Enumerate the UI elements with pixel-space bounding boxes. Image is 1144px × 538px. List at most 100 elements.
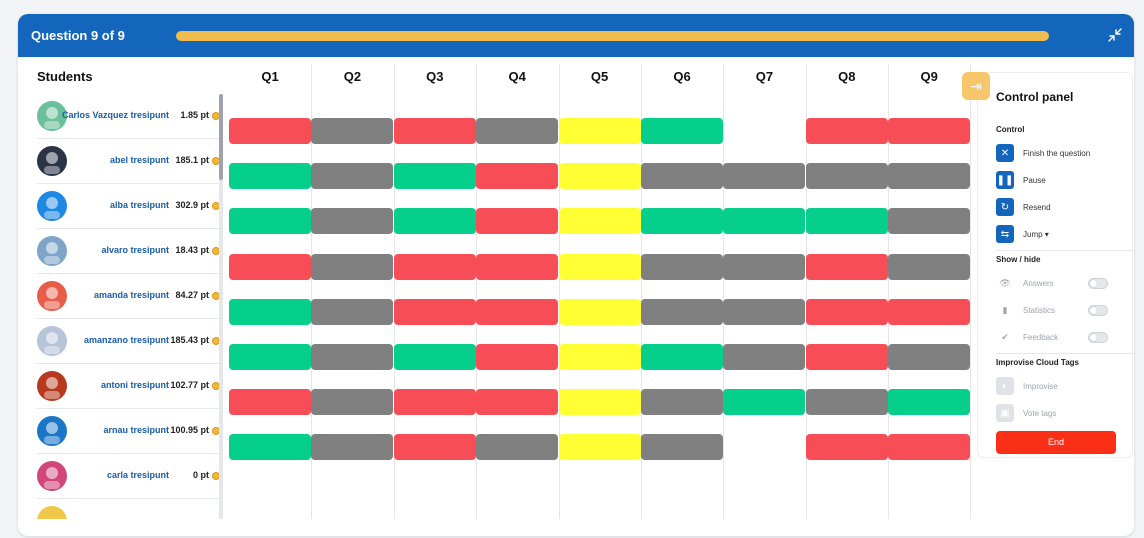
answer-cell-yellow[interactable] [558,344,641,370]
answer-cell-red[interactable] [805,344,888,370]
answer-cell-gray[interactable] [311,253,394,280]
answer-cell-red[interactable] [476,389,559,416]
answer-cell-red[interactable] [888,434,971,461]
answer-cell-gray[interactable] [311,208,394,235]
answer-cell-red[interactable] [888,118,971,144]
student-row[interactable]: amanda tresipunt 84.27 pt [37,274,221,319]
answer-cell-gray[interactable] [723,344,806,370]
vote-tags-button[interactable]: ▣ Vote tags [996,404,1126,422]
answer-cell-red[interactable] [476,253,559,280]
panel-toggle-icon[interactable]: ⇥ [962,72,990,100]
answer-cell-gray[interactable] [311,118,394,144]
answer-cell-yellow[interactable] [558,298,641,325]
answer-cell-red[interactable] [476,344,559,370]
answer-cell-yellow[interactable] [558,253,641,280]
answer-cell-gray[interactable] [641,389,723,416]
pause-button[interactable]: ❚❚ Pause [996,171,1126,189]
answer-cell-gray[interactable] [641,434,723,461]
answer-cell-green[interactable] [723,389,806,416]
answer-cell-green[interactable] [229,434,311,461]
end-button[interactable]: End [996,431,1116,454]
answer-cell-red[interactable] [476,208,559,235]
student-row[interactable]: Carlos Vazquez tresipunt 1.85 pt [37,94,221,139]
question-header-q3: Q3 [426,69,444,84]
answer-cell-red[interactable] [888,298,971,325]
answer-cell-green[interactable] [641,208,723,235]
student-row[interactable]: amanzano tresipunt 185.43 pt [37,319,221,364]
answers-toggle[interactable] [1088,278,1108,289]
answer-cell-red[interactable] [393,253,476,280]
answer-cell-gray[interactable] [311,344,394,370]
answer-cell-green[interactable] [888,389,971,416]
answer-cell-yellow[interactable] [558,163,641,190]
answer-cell-green[interactable] [393,208,476,235]
answer-cell-gray[interactable] [723,253,806,280]
answer-cell-red[interactable] [476,298,559,325]
student-row[interactable]: alvaro tresipunt 18.43 pt [37,229,221,274]
student-row[interactable]: antoni tresipunt 102.77 pt [37,364,221,409]
answer-cell-green[interactable] [229,344,311,370]
answer-cell-red[interactable] [805,118,888,144]
answer-cell-green[interactable] [723,208,806,235]
answer-cell-gray[interactable] [476,118,559,144]
resend-button[interactable]: ↻ Resend [996,198,1126,216]
answer-cell-red[interactable] [805,253,888,280]
answer-cell-gray[interactable] [311,389,394,416]
answer-cell-gray[interactable] [723,163,806,190]
answer-cell-gray[interactable] [888,253,971,280]
answer-cell-green[interactable] [393,344,476,370]
statistics-toggle[interactable] [1088,305,1108,316]
answer-cell-red[interactable] [229,253,311,280]
student-row[interactable]: abel tresipunt 185.1 pt [37,139,221,184]
answer-cell-gray[interactable] [641,298,723,325]
feedback-toggle[interactable] [1088,332,1108,343]
column-divider [641,64,642,519]
answer-cell-green[interactable] [229,298,311,325]
answer-cell-red[interactable] [805,434,888,461]
answer-cell-gray[interactable] [805,389,888,416]
answer-cell-gray[interactable] [641,253,723,280]
answer-cell-gray[interactable] [311,434,394,461]
student-row[interactable] [37,499,221,519]
question-header-q9: Q9 [920,69,938,84]
answer-cell-red[interactable] [229,118,311,144]
answer-cell-red[interactable] [393,298,476,325]
student-row[interactable]: arnau tresipunt 100.95 pt [37,409,221,454]
answer-cell-yellow[interactable] [558,434,641,461]
student-row[interactable]: alba tresipunt 302.9 pt [37,184,221,229]
scroll-thumb[interactable] [219,94,223,180]
answer-cell-green[interactable] [393,163,476,190]
answer-cell-gray[interactable] [723,298,806,325]
finish-question-button[interactable]: ✕ Finish the question [996,144,1126,162]
answer-cell-green[interactable] [805,208,888,235]
student-points: 18.43 pt [175,245,209,255]
collapse-icon[interactable] [1106,26,1124,44]
column-divider [805,64,807,519]
answer-cell-green[interactable] [229,163,311,190]
answer-cell-gray[interactable] [311,298,394,325]
answer-cell-yellow[interactable] [558,389,641,416]
answer-cell-yellow[interactable] [558,118,641,144]
answer-cell-green[interactable] [641,344,723,370]
answer-cell-red[interactable] [229,389,311,416]
feedback-toggle-row: ✔ Feedback [996,328,1126,346]
answer-cell-gray[interactable] [888,163,971,190]
answer-cell-green[interactable] [229,208,311,235]
answer-cell-red[interactable] [393,118,476,144]
jump-dropdown[interactable]: ⇆ Jump ▾ [996,225,1126,243]
answer-cell-red[interactable] [393,389,476,416]
answer-cell-gray[interactable] [476,434,559,461]
answer-cell-red[interactable] [393,434,476,461]
answer-cell-gray[interactable] [641,163,723,190]
answer-cell-gray[interactable] [805,163,888,190]
answer-cell-gray[interactable] [888,208,971,235]
student-list-scrollbar[interactable] [219,94,223,519]
answer-cell-red[interactable] [805,298,888,325]
answer-cell-yellow[interactable] [558,208,641,235]
student-row[interactable]: carla tresipunt 0 pt [37,454,221,499]
answer-cell-gray[interactable] [311,163,394,190]
improvise-button[interactable]: ◐ Improvise [996,377,1126,395]
answer-cell-red[interactable] [476,163,559,190]
answer-cell-gray[interactable] [888,344,971,370]
answer-cell-green[interactable] [641,118,723,144]
